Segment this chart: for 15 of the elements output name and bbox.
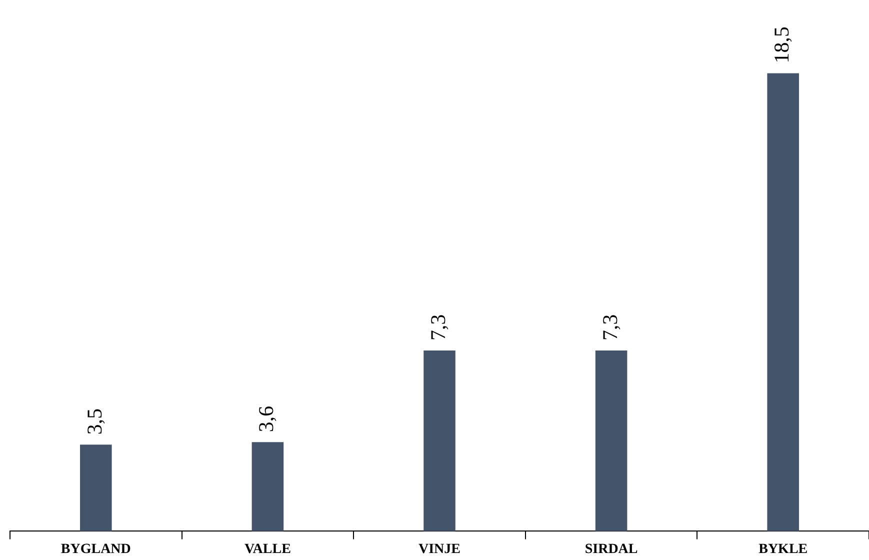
bar [595, 350, 628, 532]
data-label: 7,3 [598, 314, 622, 341]
x-tick-label: BYKLE [758, 542, 808, 558]
x-tick-label: VINJE [418, 542, 461, 558]
data-label: 7,3 [426, 314, 450, 341]
data-label: 18,5 [770, 26, 794, 64]
bar [252, 442, 284, 532]
bar [424, 350, 456, 532]
data-label: 3,5 [82, 408, 106, 435]
bar [767, 73, 799, 532]
data-label: 3,6 [254, 406, 278, 432]
bar [80, 444, 112, 532]
x-tick-label: SIRDAL [584, 542, 638, 558]
x-tick-label: VALLE [244, 542, 291, 558]
x-tick-label: BYGLAND [60, 542, 131, 558]
